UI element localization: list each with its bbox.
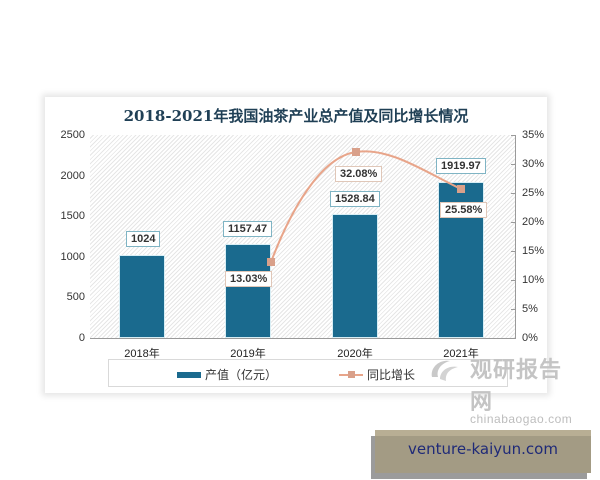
banner-text: venture-kaiyun.com [408, 440, 558, 458]
x-tick: 2020年 [337, 348, 373, 360]
legend: 产值（亿元） 同比增长 [108, 359, 508, 387]
banner-highlight [375, 430, 591, 436]
y-right-tick: 5% [522, 303, 538, 315]
y-right-tickmark [511, 164, 515, 165]
chart-card: 2018-2021年我国油茶产业总产值及同比增长情况 2500 2000 150… [45, 97, 572, 426]
bar-2018[interactable] [119, 255, 165, 338]
bar-label-2020: 1528.84 [330, 191, 380, 207]
y-right-tick: 20% [522, 216, 545, 228]
y-right-tickmark [511, 222, 515, 223]
y-right-tick: 0% [522, 332, 538, 344]
growth-point-2019 [267, 258, 275, 266]
y-right-tickmark [511, 251, 515, 252]
y-right-tick: 35% [522, 129, 545, 141]
growth-point-2021 [457, 185, 465, 193]
bar-2019[interactable] [225, 244, 271, 338]
legend-item-growth[interactable]: 同比增长 [339, 366, 415, 383]
y-right-tickmark [511, 135, 515, 136]
right-axis-line [515, 135, 516, 339]
chart-title: 2018-2021年我国油茶产业总产值及同比增长情况 [123, 107, 469, 125]
bar-label-2018: 1024 [126, 231, 161, 247]
bar-swatch-icon [177, 371, 201, 378]
y-right-tickmark [511, 309, 515, 310]
y-left-tick: 500 [66, 291, 85, 303]
y-right-tickmark [511, 193, 515, 194]
y-left-tick: 2500 [60, 129, 85, 141]
growth-point-2020 [352, 148, 360, 156]
x-axis-line [90, 338, 515, 339]
y-right-tick: 25% [522, 187, 545, 199]
y-left-tick: 1500 [60, 210, 85, 222]
growth-label-2019: 13.03% [225, 271, 273, 287]
growth-label-2021: 25.58% [440, 202, 488, 218]
growth-line [267, 148, 465, 266]
watermark: 观研报告网 chinabaogao.com [431, 352, 572, 426]
y-left-tick: 2000 [60, 170, 85, 182]
y-right-tickmark [511, 280, 515, 281]
x-tick: 2021年 [443, 348, 479, 360]
watermark-logo-icon [431, 360, 458, 381]
bar-2020[interactable] [332, 214, 378, 338]
x-tick: 2018年 [124, 348, 160, 360]
y-right-tick: 30% [522, 158, 545, 170]
legend-item-output[interactable]: 产值（亿元） [177, 366, 277, 383]
y-left-tick: 1000 [60, 251, 85, 263]
x-tick: 2019年 [230, 348, 266, 360]
y-left-tick: 0 [78, 332, 85, 344]
line-swatch-icon [339, 370, 363, 378]
bar-label-2019: 1157.47 [223, 221, 273, 237]
bar-label-2021: 1919.97 [436, 158, 486, 174]
site-banner[interactable]: venture-kaiyun.com [375, 430, 591, 473]
growth-label-2020: 32.08% [335, 166, 383, 182]
y-right-tick: 10% [522, 274, 545, 286]
y-right-tick: 15% [522, 245, 545, 257]
